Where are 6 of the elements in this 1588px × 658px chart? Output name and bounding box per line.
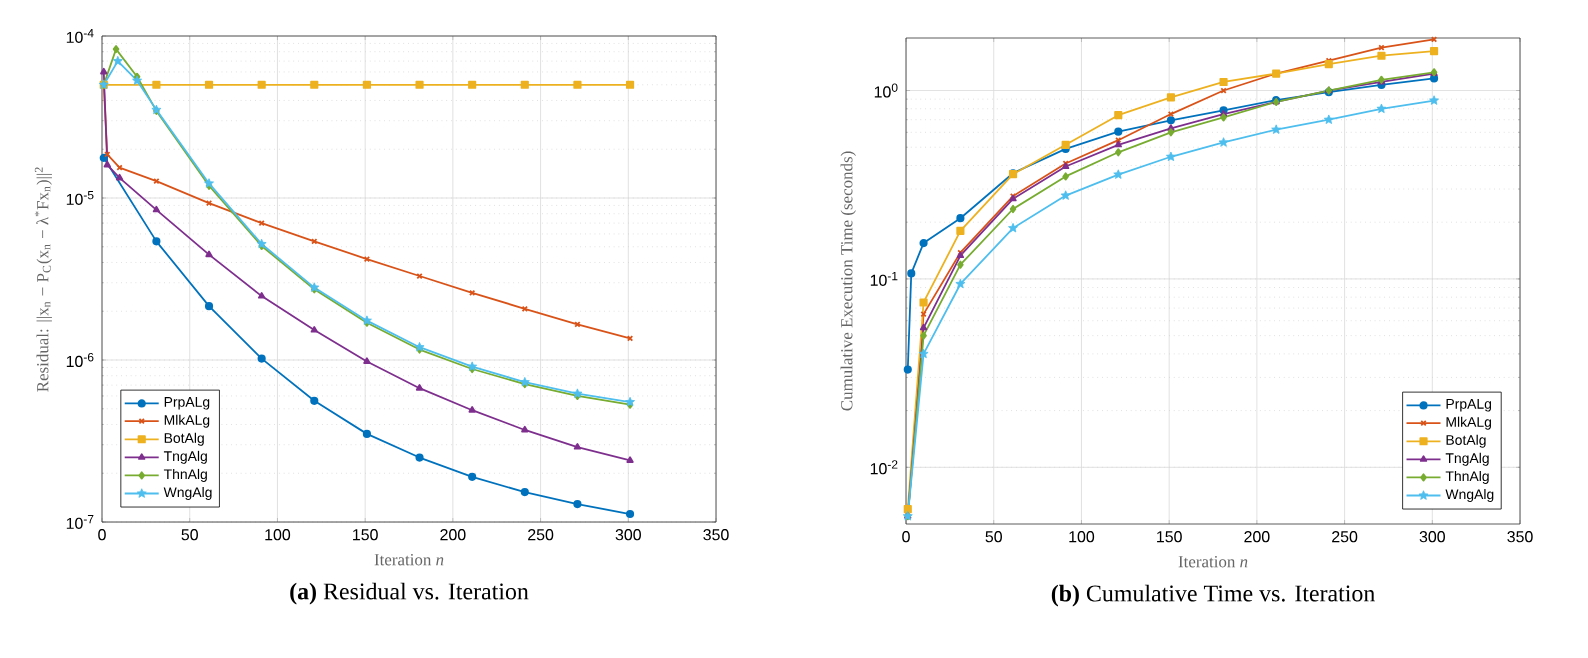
y-axis-title: Cumulative Execution Time (seconds) (840, 151, 856, 411)
text: Residual: ||x$_{n}$ − P$_{C}$(x$_{n}$ − λ$^{*}$Fx$_{n}$)||$^{2}$ (34, 167, 52, 392)
x-axis-title: Iteration n (374, 554, 444, 566)
x-axis-title: Iteration n (1178, 556, 1248, 568)
text: (b) Cumulative Time vs. Iteration (1051, 584, 1375, 607)
text: (a) Residual vs. Iteration (290, 582, 529, 605)
